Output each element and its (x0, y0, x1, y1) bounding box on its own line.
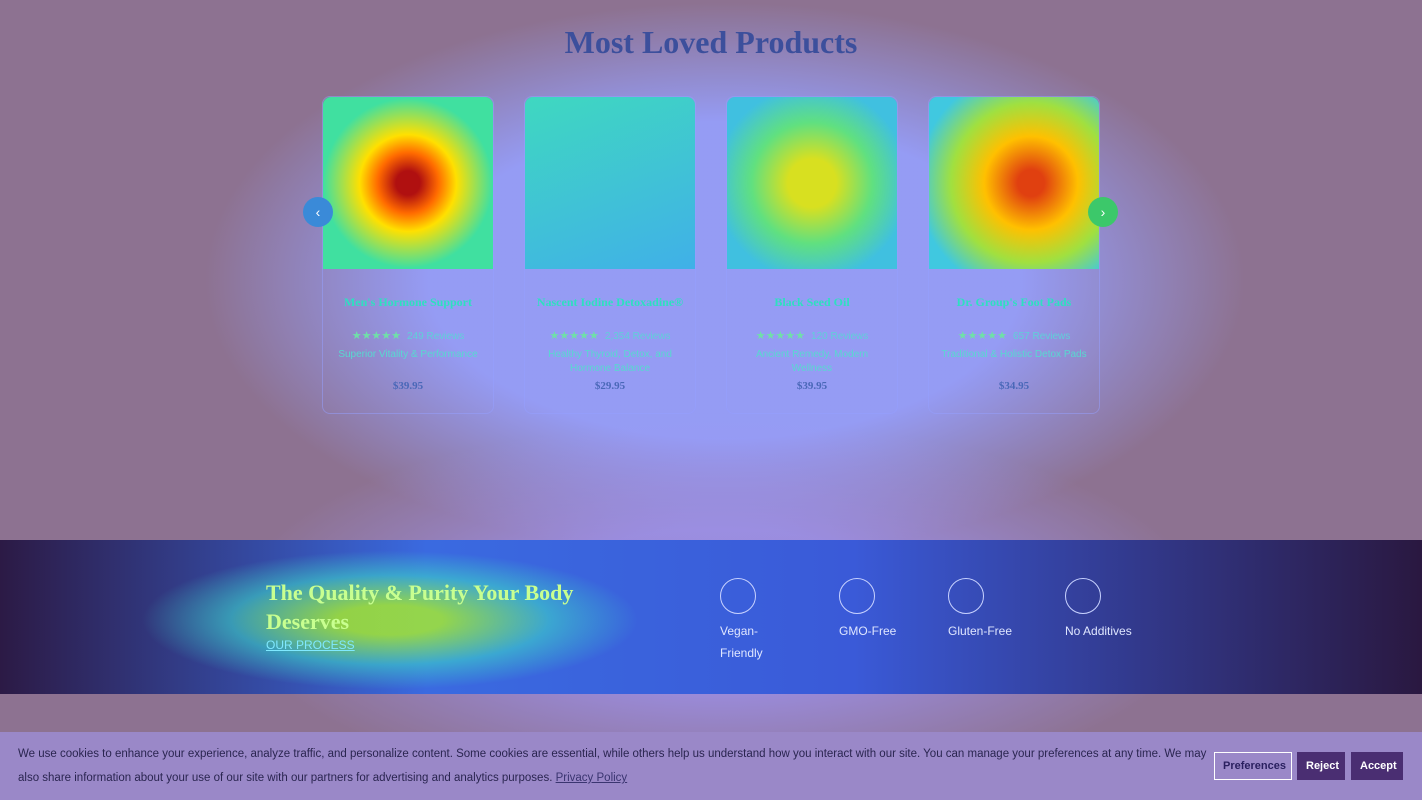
product-price: $29.95 (594, 380, 626, 392)
product-tagline: Ancient Remedy, Modern Wellness (755, 349, 869, 374)
product-rating: ★★★★★ 2,354 Reviews (549, 330, 671, 342)
review-count: 249 Reviews (407, 331, 465, 342)
carousel-prev[interactable]: ‹ (303, 197, 333, 227)
product-name[interactable]: Men's Hormone Support (343, 295, 472, 309)
quality-banner: The Quality & Purity Your Body Deserves … (0, 540, 1422, 694)
product-card[interactable]: Nascent Iodine Detoxadine® ★★★★★ 2,354 Rev… (524, 96, 696, 414)
banner-title: The Quality & Purity Your Body Deserves (266, 580, 574, 634)
product-rating: ★★★★★ 249 Reviews (351, 330, 465, 342)
review-count: 120 Reviews (811, 331, 869, 342)
product-tagline: Healthy Thyroid, Detox, and Hormone Bala… (548, 349, 672, 374)
carousel-next[interactable]: › (1088, 197, 1118, 227)
product-price: $34.95 (998, 380, 1030, 392)
product-card[interactable]: Dr. Group's Foot Pads ★★★★★ 657 Reviews Tra… (928, 96, 1100, 414)
badge-label: GMO-Free (839, 624, 897, 638)
product-rating: ★★★★★ 657 Reviews (957, 330, 1071, 342)
product-card[interactable]: Men's Hormone Support ★★★★★ 249 Reviews Sup… (322, 96, 494, 414)
cookie-text: We use cookies to enhance your experienc… (18, 748, 1207, 784)
product-card[interactable]: Black Seed Oil ★★★★★ 120 Reviews Ancient Re… (726, 96, 898, 414)
product-image (525, 97, 695, 269)
product-price: $39.95 (796, 380, 828, 392)
product-name[interactable]: Nascent Iodine Detoxadine® (536, 295, 684, 309)
review-count: 2,354 Reviews (604, 331, 671, 342)
badge-label: Gluten-Free (948, 624, 1013, 638)
product-price: $39.95 (392, 380, 424, 392)
preferences-button[interactable]: Preferences (1214, 752, 1292, 780)
product-name[interactable]: Dr. Group's Foot Pads (956, 295, 1072, 309)
cookie-text-block: We use cookies to enhance your experienc… (18, 742, 1208, 790)
feature-badge: Vegan-Friendly (720, 578, 800, 664)
badge-icon (948, 578, 984, 614)
review-count: 657 Reviews (1013, 331, 1071, 342)
cookie-bar: We use cookies to enhance your experienc… (0, 732, 1422, 800)
product-image (323, 97, 493, 269)
badge-icon (839, 578, 875, 614)
badge-icon (1065, 578, 1101, 614)
product-name[interactable]: Black Seed Oil (774, 295, 850, 309)
feature-badge: No Additives (1065, 578, 1145, 642)
product-rating: ★★★★★ 120 Reviews (755, 330, 869, 342)
feature-badge: GMO-Free (839, 578, 919, 642)
accept-button[interactable]: Accept (1351, 752, 1403, 780)
reject-button[interactable]: Reject (1297, 752, 1345, 780)
badge-icon (720, 578, 756, 614)
banner-link[interactable]: OUR PROCESS (266, 638, 355, 652)
section-title: Most Loved Products (564, 24, 858, 60)
privacy-link[interactable]: Privacy Policy (555, 772, 628, 784)
product-image (727, 97, 897, 269)
badge-label: Vegan-Friendly (720, 624, 763, 660)
badge-label: No Additives (1065, 624, 1132, 638)
feature-badge: Gluten-Free (948, 578, 1028, 642)
product-image (929, 97, 1099, 269)
product-tagline: Traditional & Holistic Detox Pads (941, 349, 1087, 360)
product-tagline: Superior Vitality & Performance (338, 349, 478, 360)
